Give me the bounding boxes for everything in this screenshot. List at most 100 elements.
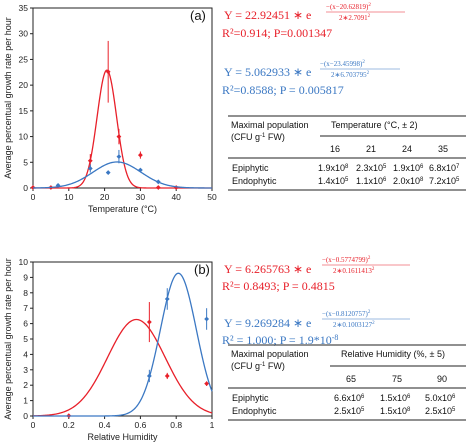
svg-text:2.0x108: 2.0x108 bbox=[393, 176, 424, 186]
table-a-unit: (CFU g bbox=[231, 132, 260, 142]
equation-red-a: Y = 22.92451 ∗ e −(x−20.62819)2 2∗2.7091… bbox=[224, 3, 405, 22]
svg-text:−(x−23.45998)2: −(x−23.45998)2 bbox=[320, 60, 365, 68]
panel-a-fit-curve-red bbox=[33, 69, 212, 189]
equation-blue-b: Y = 9.269284 ∗ e −(x−0.8120757)2 2∗0.100… bbox=[224, 310, 410, 330]
panel-a-y-tick-label: 5 bbox=[23, 157, 28, 167]
equation-blue-a-den: 2∗6.703795 bbox=[331, 71, 367, 79]
table-a-cell-1-2: 2.0x10 bbox=[393, 176, 420, 186]
panel-b-y-tick-label: 10 bbox=[19, 257, 29, 267]
equation-red-b-num-sup: 2 bbox=[368, 256, 371, 261]
equation-blue-a-lhs: Y = 5.062933 ∗ e bbox=[224, 65, 311, 79]
table-a-col-1: 21 bbox=[366, 144, 376, 154]
table-a-cell-1-0: 1.4x10 bbox=[318, 176, 345, 186]
svg-text:5.0x106: 5.0x106 bbox=[425, 393, 456, 403]
stats-blue-a: R²=0.8588; P = 0.005817 bbox=[222, 83, 344, 97]
table-b-col-0: 65 bbox=[346, 374, 356, 384]
svg-text:2∗0.10031272: 2∗0.10031272 bbox=[333, 321, 375, 329]
panel-b-x-tick-label: 0.4 bbox=[99, 420, 111, 430]
panel-b-y-tick-label: 6 bbox=[23, 319, 28, 329]
svg-text:2∗6.7037952: 2∗6.7037952 bbox=[331, 71, 370, 79]
panel-a-data-point-blue bbox=[138, 167, 143, 173]
svg-text:(CFU g-1 FW): (CFU g-1 FW) bbox=[231, 361, 285, 371]
panel-a-y-tick-label: 20 bbox=[19, 80, 29, 90]
panel-a-data-point-blue bbox=[55, 183, 61, 188]
svg-text:6.6x106: 6.6x106 bbox=[334, 393, 365, 403]
panel-a-data-point-red bbox=[173, 185, 179, 190]
equation-red-b-den-sup: 2 bbox=[372, 267, 375, 272]
svg-text:2.5x105: 2.5x105 bbox=[425, 406, 456, 416]
plot-a: 0 10 20 30 40 50 0 5 10 15 20 25 30 35 Temperature (°C… bbox=[3, 3, 217, 214]
svg-text:1.1x106: 1.1x106 bbox=[356, 176, 387, 186]
equation-red-a-den: 2∗2.7091 bbox=[339, 14, 368, 22]
panel-a-plot-frame bbox=[32, 7, 213, 189]
panel-a-x-tick-label: 40 bbox=[171, 192, 181, 202]
panel-a-data-point-red bbox=[138, 152, 143, 158]
equation-blue-b-num: −(x−0.8120757) bbox=[322, 310, 368, 318]
table-b-col-2: 90 bbox=[437, 374, 447, 384]
panel-a-data-point-red bbox=[155, 185, 161, 190]
panel-a-x-tick-label: 50 bbox=[207, 192, 217, 202]
panel-label-b: (b) bbox=[194, 262, 210, 277]
panel-a-x-tick-label: 20 bbox=[100, 192, 110, 202]
table-a-row-1-name: Endophytic bbox=[232, 176, 277, 186]
stats-red-a: R²=0.914; P=0.001347 bbox=[222, 26, 332, 40]
svg-text:−(x−20.62819)2: −(x−20.62819)2 bbox=[326, 3, 371, 11]
equation-red-b-lhs: Y = 6.265763 ∗ e bbox=[224, 262, 311, 276]
equation-red-b: Y = 6.265763 ∗ e −(x−0.5774799)2 2∗0.161… bbox=[224, 256, 410, 276]
svg-text:2.3x105: 2.3x105 bbox=[356, 163, 387, 173]
svg-text:2∗0.16114132: 2∗0.16114132 bbox=[333, 267, 375, 275]
panel-b-fit-curve-red bbox=[32, 318, 213, 417]
svg-text:R² = 1.000; P = 1.9*10-8: R² = 1.000; P = 1.9*10-8 bbox=[222, 333, 338, 347]
equation-blue-b-lhs: Y = 9.269284 ∗ e bbox=[224, 316, 311, 330]
panel-b-y-axis-title: Average percentual growth rate per hour bbox=[3, 258, 13, 419]
table-b-unit-end: FW) bbox=[265, 361, 285, 371]
equation-blue-a-num-sup: 2 bbox=[362, 60, 365, 65]
panel-b-fit-curve-blue bbox=[33, 272, 213, 417]
panel-a-y-tick-label: 30 bbox=[19, 29, 29, 39]
stats-red-b: R²= 0.8493; P = 0.4815 bbox=[222, 279, 335, 293]
stats-blue-b: R² = 1.000; P = 1.9*10 bbox=[222, 333, 332, 347]
table-a-col-3: 35 bbox=[438, 144, 448, 154]
equation-blue-b-den: 2∗0.1003127 bbox=[333, 321, 373, 329]
equation-blue-a-den-sup: 2 bbox=[367, 71, 370, 76]
table-a-cell-0-0: 1.9x10 bbox=[318, 163, 345, 173]
panel-b-x-axis-title: Relative Humidity bbox=[87, 432, 158, 442]
table-b: Maximal population (CFU g-1 FW) Relative… bbox=[228, 344, 466, 421]
table-a-col-header: Temperature (°C, ± 2) bbox=[331, 120, 418, 130]
svg-text:1.9x108: 1.9x108 bbox=[318, 163, 349, 173]
panel-b-x-tick-label: 0 bbox=[31, 420, 36, 430]
table-a-cell-1-1: 1.1x10 bbox=[356, 176, 383, 186]
table-a-cell-1-3: 7.2x10 bbox=[429, 176, 456, 186]
panel-a-x-tick-label: 10 bbox=[64, 192, 74, 202]
svg-text:2∗2.70912: 2∗2.70912 bbox=[339, 14, 371, 22]
panel-a-data-point-red bbox=[116, 134, 122, 139]
equation-red-a-lhs: Y = 22.92451 ∗ e bbox=[224, 8, 311, 22]
panel-label-a: (a) bbox=[190, 8, 206, 23]
table-a-col-0: 16 bbox=[330, 144, 340, 154]
table-b-unit: (CFU g bbox=[231, 361, 260, 371]
table-b-cell-0-1: 1.5x10 bbox=[380, 393, 407, 403]
panel-a-y-axis-title: Average percentual growth rate per hour bbox=[3, 17, 13, 178]
equation-blue-b-num-sup: 2 bbox=[368, 310, 371, 315]
equation-red-a-den-sup: 2 bbox=[368, 14, 371, 19]
panel-b-y-tick-label: 7 bbox=[23, 303, 28, 313]
panel-a-y-tick-label: 0 bbox=[23, 183, 28, 193]
panel-a-data-point-blue bbox=[116, 154, 122, 160]
panel-b-y-tick-label: 9 bbox=[23, 272, 28, 282]
svg-text:−(x−0.8120757)2: −(x−0.8120757)2 bbox=[322, 310, 371, 318]
svg-text:6.8x107: 6.8x107 bbox=[429, 163, 460, 173]
table-b-row-1-name: Endophytic bbox=[232, 406, 277, 416]
panel-a-fit-curve-blue bbox=[33, 161, 212, 189]
table-a-unit-sup: -1 bbox=[260, 133, 266, 139]
panel-a-x-tick-label: 0 bbox=[31, 192, 36, 202]
panel-a-x-axis-title: Temperature (°C) bbox=[88, 204, 157, 214]
svg-text:1.9x106: 1.9x106 bbox=[393, 163, 424, 173]
svg-text:7.2x105: 7.2x105 bbox=[429, 176, 460, 186]
panel-b-data-point-blue bbox=[204, 316, 210, 322]
panel-a-y-tick-label: 15 bbox=[19, 106, 29, 116]
panel-b-x-tick-label: 1 bbox=[210, 420, 215, 430]
panel-a-y-tick-label: 35 bbox=[19, 3, 29, 13]
panel-b-data-point-blue bbox=[164, 296, 170, 302]
table-b-col-header: Relative Humidity (%, ± 5) bbox=[341, 349, 445, 359]
